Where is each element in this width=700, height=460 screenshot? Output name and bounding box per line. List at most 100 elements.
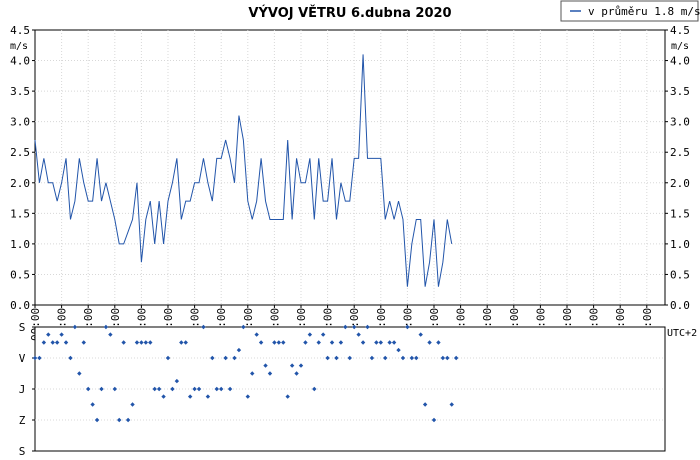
- direction-point: [374, 340, 379, 345]
- direction-point: [320, 332, 326, 337]
- direction-point: [165, 355, 171, 361]
- direction-point: [81, 340, 86, 345]
- direction-point: [63, 340, 69, 345]
- direction-point: [201, 324, 206, 330]
- direction-point: [365, 324, 370, 330]
- direction-point: [258, 340, 264, 345]
- direction-point: [294, 371, 299, 376]
- direction-point: [250, 371, 255, 376]
- direction-point: [236, 347, 242, 353]
- direction-point: [440, 355, 446, 361]
- direction-point: [418, 332, 423, 337]
- y-tick-label-right: 1.5: [670, 207, 690, 220]
- direction-point: [352, 324, 357, 330]
- direction-point: [263, 363, 268, 368]
- direction-point: [77, 371, 82, 376]
- direction-point: [383, 355, 388, 361]
- direction-point: [254, 332, 259, 337]
- y-tick-label-left: 2.5: [10, 146, 30, 159]
- y-tick-label-right: 3.5: [670, 85, 690, 98]
- y-tick-label-right: 2.5: [670, 146, 690, 159]
- legend-box: [560, 0, 699, 22]
- direction-point: [436, 340, 441, 345]
- direction-point: [405, 324, 410, 330]
- direction-point: [369, 355, 375, 361]
- series-line-wind-speed: [34, 54, 453, 287]
- direction-tick-label: V: [19, 352, 26, 365]
- direction-point: [170, 386, 175, 392]
- direction-point: [134, 340, 140, 345]
- direction-point: [307, 332, 313, 337]
- direction-point: [409, 355, 415, 361]
- y-axis-unit-right: m/s: [671, 41, 689, 52]
- y-tick-label-left: 1.0: [10, 238, 30, 251]
- direction-point: [334, 355, 339, 361]
- direction-point: [179, 340, 184, 345]
- direction-point: [427, 340, 432, 345]
- direction-point: [187, 394, 193, 399]
- wind-direction-plot: S V J Z S: [19, 321, 666, 458]
- direction-point: [272, 340, 277, 345]
- direction-point: [396, 347, 401, 353]
- direction-point: [356, 332, 361, 337]
- direction-point: [99, 386, 104, 392]
- direction-point: [72, 324, 78, 330]
- y-axis-unit-left: m/s: [10, 41, 28, 52]
- direction-point: [445, 355, 450, 361]
- direction-point: [316, 340, 321, 345]
- direction-point: [303, 340, 308, 345]
- y-tick-label-left: 0.0: [10, 299, 30, 312]
- direction-point: [210, 355, 215, 361]
- direction-point: [121, 340, 126, 345]
- y-tick-label-right: 4.5: [670, 24, 690, 37]
- y-tick-label-right: 0.5: [670, 268, 690, 281]
- direction-point: [192, 386, 197, 392]
- chart-title: VÝVOJ VĚTRU 6.dubna 2020: [248, 5, 451, 21]
- direction-point: [338, 340, 344, 345]
- direction-point: [50, 340, 55, 345]
- direction-point: [285, 394, 290, 399]
- direction-point: [343, 324, 348, 330]
- direction-point: [400, 355, 406, 361]
- direction-point: [148, 340, 153, 345]
- direction-point: [453, 355, 459, 361]
- direction-point: [54, 340, 60, 345]
- y-tick-label-left: 3.0: [10, 116, 30, 129]
- direction-point: [86, 386, 91, 392]
- direction-point: [112, 386, 117, 392]
- direction-point: [161, 394, 166, 399]
- direction-tick-label: S: [19, 321, 26, 334]
- direction-point: [329, 340, 335, 345]
- direction-point: [37, 355, 42, 361]
- direction-point: [94, 417, 100, 423]
- direction-point: [281, 340, 286, 345]
- y-tick-label-left: 1.5: [10, 207, 30, 220]
- direction-point: [41, 340, 47, 345]
- y-tick-label-left: 0.5: [10, 268, 30, 281]
- direction-point: [232, 355, 237, 361]
- y-tick-label-right: 3.0: [670, 116, 690, 129]
- direction-point: [152, 386, 157, 392]
- direction-point: [59, 332, 64, 337]
- direction-point: [117, 417, 122, 423]
- direction-point: [414, 355, 419, 361]
- direction-point: [378, 340, 383, 345]
- direction-tick-label: Z: [19, 414, 26, 427]
- direction-point: [241, 324, 246, 330]
- speed-plot-frame: [34, 29, 666, 306]
- direction-point: [143, 340, 149, 345]
- direction-point: [276, 340, 282, 345]
- y-tick-label-right: 0.0: [670, 299, 690, 312]
- direction-point: [312, 386, 317, 392]
- legend: v průměru 1.8 m/s: [560, 0, 700, 22]
- direction-point: [387, 340, 392, 345]
- x-axis-timezone: UTC+2: [667, 328, 697, 339]
- direction-point: [139, 340, 144, 345]
- y-tick-label-right: 1.0: [670, 238, 690, 251]
- direction-point: [289, 363, 295, 368]
- direction-point: [214, 386, 219, 392]
- direction-point: [391, 340, 397, 345]
- direction-point: [223, 355, 228, 361]
- y-tick-label-left: 4.0: [10, 55, 30, 68]
